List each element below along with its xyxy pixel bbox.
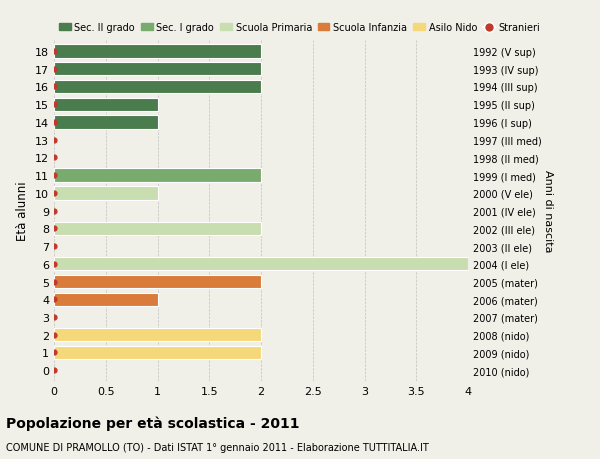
Y-axis label: Età alunni: Età alunni [16,181,29,241]
Bar [54,222,261,235]
Bar [54,328,261,341]
Bar [54,187,157,200]
Bar [54,98,157,112]
Text: COMUNE DI PRAMOLLO (TO) - Dati ISTAT 1° gennaio 2011 - Elaborazione TUTTITALIA.I: COMUNE DI PRAMOLLO (TO) - Dati ISTAT 1° … [6,442,429,452]
Bar [54,81,261,94]
Text: Popolazione per età scolastica - 2011: Popolazione per età scolastica - 2011 [6,415,299,430]
Bar [54,63,261,76]
Bar [54,169,261,182]
Bar [54,346,261,359]
Bar [54,293,157,306]
Bar [54,45,261,59]
Bar [54,275,261,289]
Y-axis label: Anni di nascita: Anni di nascita [543,170,553,252]
Legend: Sec. II grado, Sec. I grado, Scuola Primaria, Scuola Infanzia, Asilo Nido, Stran: Sec. II grado, Sec. I grado, Scuola Prim… [59,23,540,33]
Bar [54,257,468,271]
Bar [54,116,157,129]
